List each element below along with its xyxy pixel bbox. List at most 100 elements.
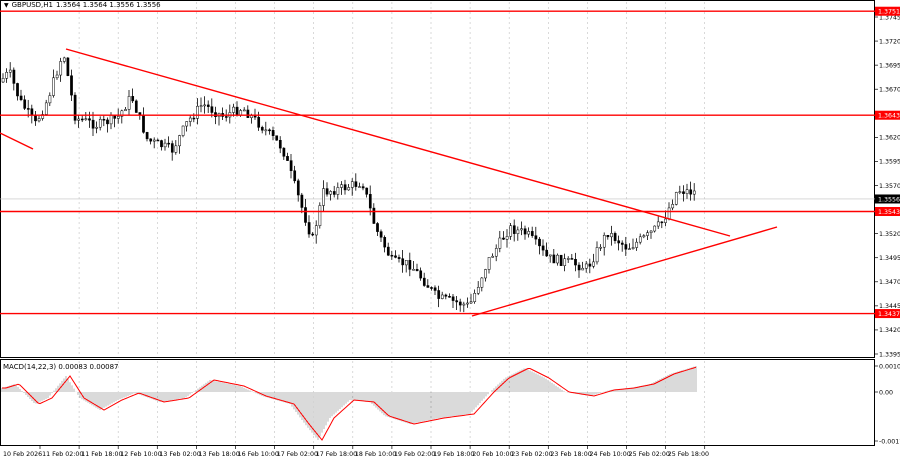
macd-tick-label: 0.00101 — [879, 363, 900, 370]
candle-body — [473, 293, 477, 302]
candle-body — [210, 106, 214, 113]
candle-body — [667, 207, 671, 220]
candle-body — [66, 57, 70, 76]
candle-body — [620, 242, 624, 245]
candle-body — [480, 277, 484, 288]
candle-body — [631, 247, 635, 249]
candle-body — [260, 127, 264, 131]
candle-body — [70, 75, 73, 96]
candle-body — [124, 109, 127, 112]
candle-body — [516, 229, 520, 234]
candle-body — [26, 108, 30, 110]
candle-body — [95, 126, 99, 129]
candle-body — [520, 228, 523, 231]
candle-body — [624, 244, 628, 250]
candle-body — [192, 117, 196, 120]
price-tick-label: 1.3395 — [879, 351, 900, 358]
candle-body — [412, 269, 415, 271]
candle-body — [541, 245, 545, 251]
candle-body — [487, 257, 491, 270]
candle-body — [563, 258, 567, 266]
candle-body — [422, 277, 426, 286]
macd-axis[interactable]: 0.00101 0.00 -0.00176 — [875, 363, 900, 445]
candle-body — [73, 94, 77, 121]
candle-body — [419, 270, 423, 279]
candle-body — [196, 105, 199, 119]
dropdown-triangle-icon[interactable]: ▼ — [4, 1, 9, 9]
candle-body — [476, 287, 480, 294]
candle-body — [98, 119, 102, 128]
candle-body — [404, 260, 408, 266]
candle-body — [264, 129, 268, 132]
candle-body — [556, 254, 559, 264]
candle-body — [167, 142, 171, 145]
candle-body — [458, 301, 462, 306]
candle-body — [484, 269, 487, 279]
candles-layer — [1, 56, 696, 313]
trendlines-layer[interactable] — [0, 48, 778, 317]
candle-body — [462, 303, 466, 306]
price-axis[interactable]: 1.37451.37201.36951.36701.36451.36201.35… — [875, 6, 900, 359]
time-tick-label: 24 Feb 10:00 — [590, 451, 631, 458]
time-tick-label: 19 Feb 18:00 — [433, 451, 474, 458]
candle-body — [235, 106, 239, 116]
candle-body — [538, 238, 541, 247]
candle-body — [77, 118, 81, 121]
trend-line[interactable] — [65, 48, 731, 237]
candle-body — [365, 187, 369, 195]
candle-body — [602, 235, 606, 248]
candle-body — [628, 248, 631, 250]
candle-body — [134, 100, 138, 113]
candle-body — [246, 109, 250, 118]
horizontal-levels-layer[interactable] — [0, 10, 875, 315]
trend-line[interactable] — [0, 132, 34, 150]
candle-body — [642, 235, 646, 238]
level-price-tag — [875, 206, 900, 216]
candle-body — [203, 104, 207, 107]
price-tick-label: 1.3470 — [879, 279, 900, 286]
candle-body — [44, 102, 48, 115]
candle-body — [635, 241, 639, 248]
candle-body — [653, 225, 657, 232]
candle-body — [383, 237, 387, 248]
candle-body — [574, 258, 577, 266]
price-tick-label: 1.3420 — [879, 327, 900, 334]
price-tick-label: 1.3570 — [879, 183, 900, 190]
candle-body — [577, 264, 581, 271]
candle-body — [570, 258, 574, 260]
candle-body — [372, 207, 376, 224]
candle-body — [649, 230, 653, 233]
candle-body — [142, 114, 145, 133]
candle-body — [340, 184, 343, 188]
trend-line[interactable] — [471, 226, 778, 317]
candle-body — [88, 118, 91, 121]
candle-body — [685, 189, 689, 194]
candle-body — [170, 143, 174, 153]
candle-body — [282, 147, 286, 157]
candle-body — [523, 228, 527, 235]
candle-body — [275, 135, 279, 141]
candle-body — [588, 263, 592, 267]
candle-body — [437, 290, 441, 299]
candle-body — [109, 115, 113, 125]
candle-body — [347, 187, 351, 191]
candle-body — [23, 99, 27, 109]
level-price-tag-label: 1.3437 — [878, 311, 900, 318]
candle-body — [390, 254, 394, 257]
current-price-tag-label: 1.3556 — [878, 196, 900, 203]
candle-body — [8, 69, 12, 73]
candle-body — [19, 95, 23, 101]
candle-body — [52, 77, 55, 96]
candle-body — [682, 191, 685, 194]
price-tick-label: 1.3445 — [879, 303, 900, 310]
candle-body — [329, 191, 333, 195]
time-tick-label: 10 Feb 2026 — [3, 451, 42, 458]
candle-body — [48, 95, 52, 104]
candle-body — [656, 221, 660, 227]
symbol-header[interactable]: ▼ GBPUSD,H1 1.3564 1.3564 1.3556 1.3556 — [4, 1, 161, 9]
candle-body — [678, 191, 682, 193]
price-pane[interactable] — [0, 0, 875, 358]
